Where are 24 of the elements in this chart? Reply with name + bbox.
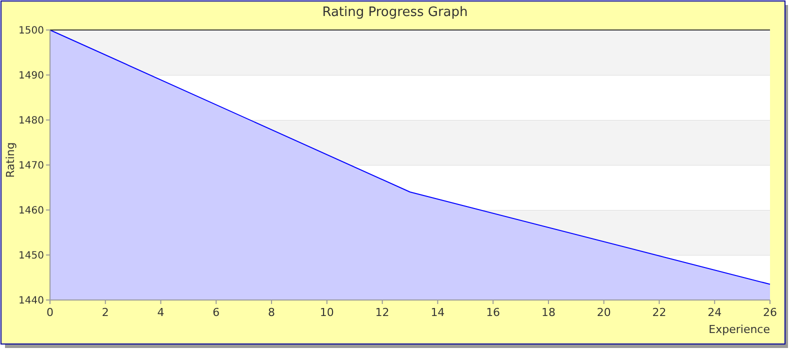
chart-title: Rating Progress Graph [322,5,468,20]
y-tick-label: 1490 [18,70,44,82]
y-tick-label: 1470 [18,160,44,172]
x-tick-label: 16 [486,306,500,319]
x-tick-label: 8 [268,306,276,319]
x-tick-label: 14 [430,306,445,319]
x-tick-label: 22 [652,306,666,319]
x-tick-label: 0 [46,306,54,319]
x-tick-label: 4 [157,306,164,319]
x-tick-label: 18 [541,306,556,319]
x-tick-label: 10 [320,306,334,319]
y-axis-title: Rating [4,142,17,178]
y-tick-label: 1480 [18,116,44,126]
x-tick-label: 20 [596,306,611,319]
x-tick-label: 26 [763,306,777,319]
x-tick-label: 2 [102,306,109,319]
x-tick-label: 12 [375,306,390,319]
x-axis-title: Experience [708,323,770,336]
x-tick-label: 6 [212,306,220,319]
y-tick-label: 1460 [18,206,44,216]
x-tick-label: 24 [708,306,722,319]
y-tick-label: 1500 [18,26,44,36]
y-tick-label: 1450 [18,250,44,262]
y-tick-label: 1440 [18,296,44,306]
